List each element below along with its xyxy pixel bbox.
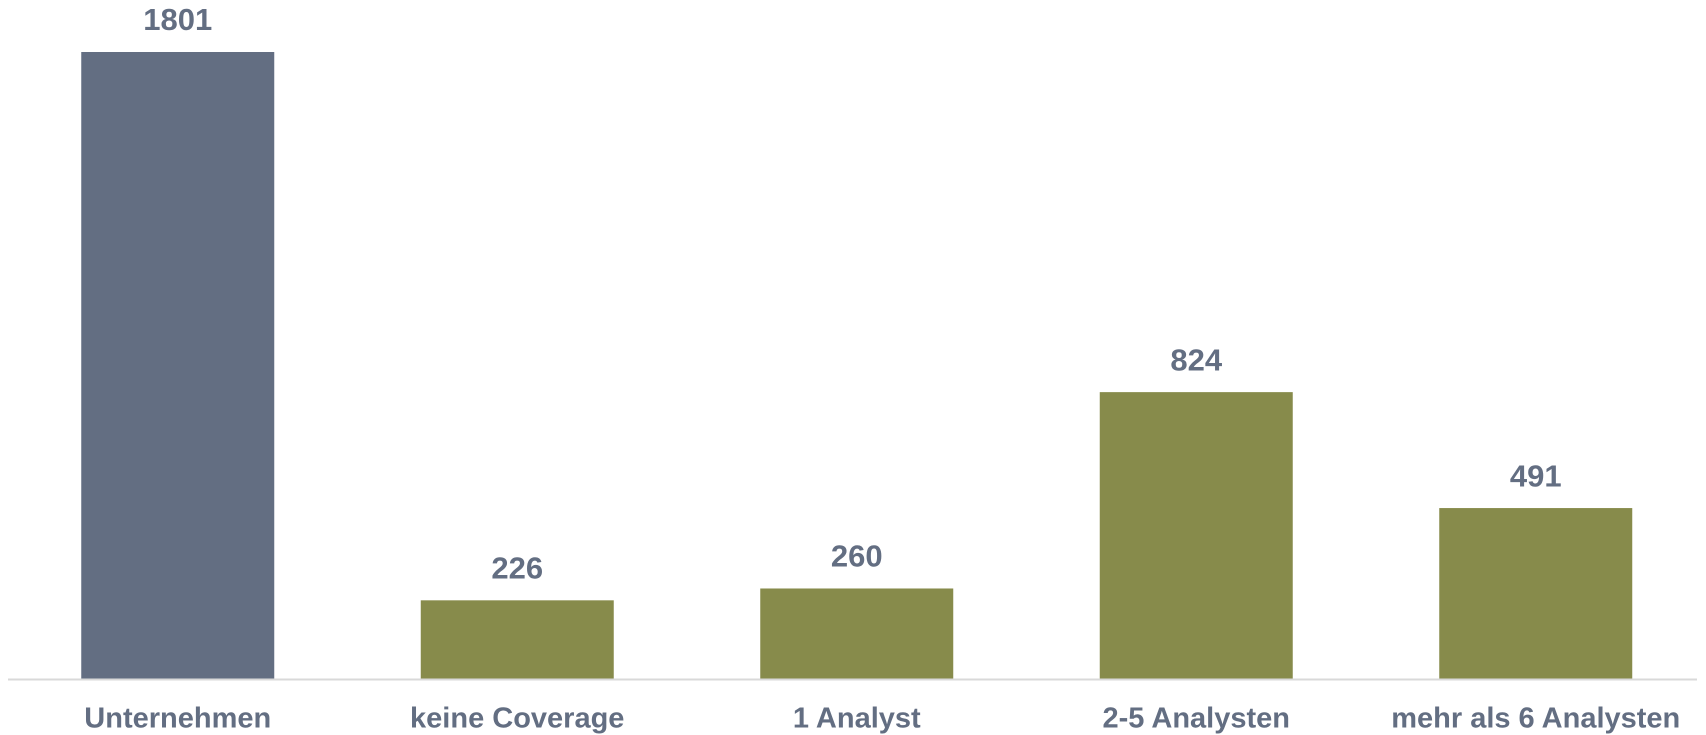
value-label: 824: [1170, 342, 1222, 377]
x-tick-label: mehr als 6 Analysten: [1391, 703, 1680, 735]
value-label: 260: [831, 539, 883, 574]
bar: [1099, 392, 1293, 679]
bar: [760, 588, 954, 679]
bar: [420, 600, 614, 679]
value-label: 226: [491, 551, 543, 586]
x-tick-label: keine Coverage: [410, 703, 624, 735]
bar: [1439, 508, 1633, 679]
bar: [81, 52, 275, 679]
x-tick-label: Unternehmen: [84, 703, 271, 735]
value-label: 491: [1510, 458, 1562, 493]
x-tick-label: 1 Analyst: [793, 703, 921, 735]
value-label: 1801: [143, 2, 212, 37]
x-tick-label: 2-5 Analysten: [1103, 703, 1291, 735]
